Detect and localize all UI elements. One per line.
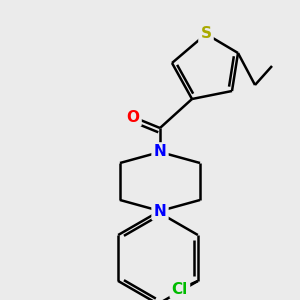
Text: Cl: Cl [172,281,188,296]
Text: O: O [127,110,140,124]
Text: S: S [200,26,211,41]
Text: N: N [154,145,166,160]
Text: N: N [154,203,166,218]
